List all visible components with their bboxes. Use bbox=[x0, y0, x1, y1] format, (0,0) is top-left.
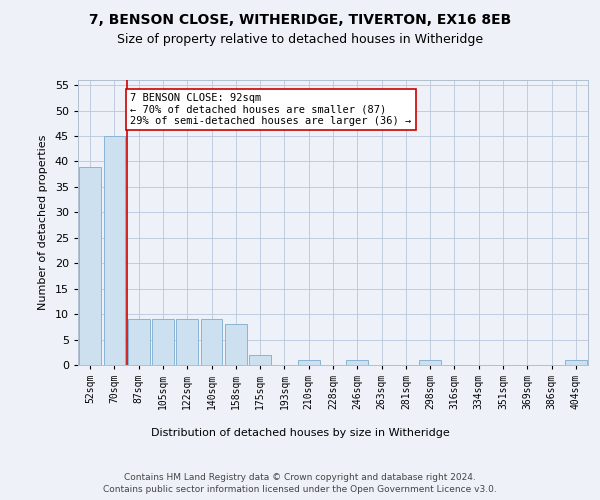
Bar bbox=[565, 360, 587, 365]
Bar bbox=[128, 319, 149, 365]
Bar bbox=[346, 360, 368, 365]
Text: Contains HM Land Registry data © Crown copyright and database right 2024.: Contains HM Land Registry data © Crown c… bbox=[124, 472, 476, 482]
Bar bbox=[225, 324, 247, 365]
Bar bbox=[419, 360, 441, 365]
Bar bbox=[79, 166, 101, 365]
Bar bbox=[176, 319, 198, 365]
Bar bbox=[200, 319, 223, 365]
Bar bbox=[104, 136, 125, 365]
Text: 7, BENSON CLOSE, WITHERIDGE, TIVERTON, EX16 8EB: 7, BENSON CLOSE, WITHERIDGE, TIVERTON, E… bbox=[89, 12, 511, 26]
Text: 7 BENSON CLOSE: 92sqm
← 70% of detached houses are smaller (87)
29% of semi-deta: 7 BENSON CLOSE: 92sqm ← 70% of detached … bbox=[130, 92, 412, 126]
Text: Distribution of detached houses by size in Witheridge: Distribution of detached houses by size … bbox=[151, 428, 449, 438]
Bar bbox=[298, 360, 320, 365]
Bar bbox=[152, 319, 174, 365]
Y-axis label: Number of detached properties: Number of detached properties bbox=[38, 135, 48, 310]
Text: Size of property relative to detached houses in Witheridge: Size of property relative to detached ho… bbox=[117, 32, 483, 46]
Text: Contains public sector information licensed under the Open Government Licence v3: Contains public sector information licen… bbox=[103, 485, 497, 494]
Bar bbox=[249, 355, 271, 365]
